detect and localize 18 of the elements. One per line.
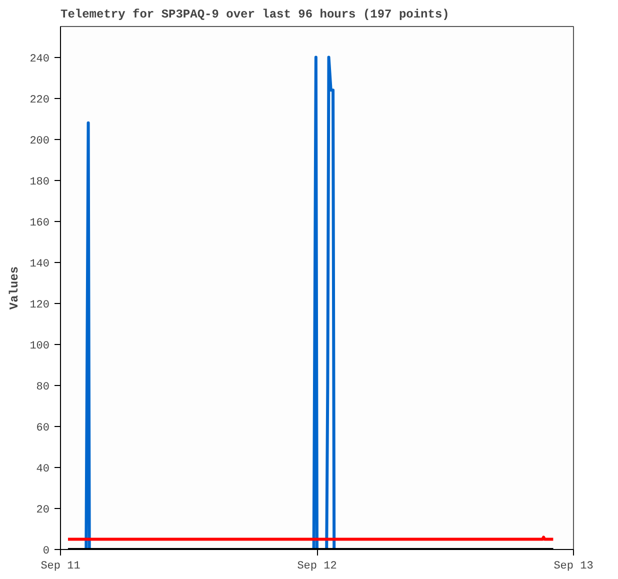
y-tick-label: 60 [36,422,50,434]
y-tick-label: 180 [30,176,50,188]
y-axis-title: Values [8,266,22,310]
x-tick-label: Sep 12 [297,560,337,572]
x-tick-label: Sep 11 [40,560,81,572]
y-tick-label: 0 [42,546,50,558]
x-tick-label: Sep 13 [554,560,594,572]
chart-title: Telemetry for SP3PAQ-9 over last 96 hours (197 points) [60,8,450,22]
y-tick-label: 20 [36,504,50,516]
y-tick-label: 160 [30,217,50,230]
y-tick-label: 120 [30,299,50,312]
y-tick-label: 80 [36,381,50,394]
y-tick-label: 100 [30,340,50,352]
y-tick-label: 220 [30,94,50,106]
y-tick-label: 200 [30,135,50,148]
y-tick-label: 240 [30,53,50,66]
y-tick-label: 140 [30,258,50,270]
y-tick-label: 40 [36,463,50,476]
